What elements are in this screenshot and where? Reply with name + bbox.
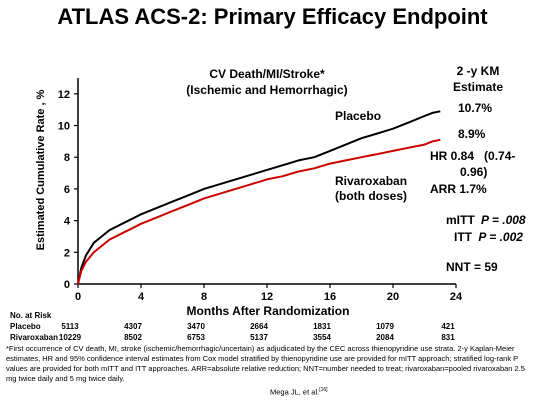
risk-cell: 2084 (376, 333, 394, 342)
risk-cell: 1079 (376, 322, 394, 331)
y-tick-label: 6 (64, 184, 70, 196)
km-header-line1: 2 -y KM (457, 64, 500, 78)
itt-p: P = .002 (478, 230, 523, 244)
x-tick-label: 4 (138, 291, 145, 303)
mitt-p: P = .008 (481, 213, 526, 227)
rivaroxaban-series-line (77, 138, 441, 285)
hazard-ratio-line1: HR 0.84 (0.74- (430, 149, 515, 163)
itt-label: ITT (454, 230, 473, 244)
risk-cell: 5113 (61, 322, 79, 331)
y-axis-label: Estimated Cumulative Rate , % (35, 89, 47, 250)
x-tick-label: 16 (324, 291, 336, 303)
risk-cell: 3554 (313, 333, 331, 342)
y-tick-label: 10 (58, 121, 70, 133)
risk-table-header: No. at Risk (10, 311, 52, 320)
itt-p-value: ITT P = .002 (454, 230, 523, 244)
x-tick-label: 0 (75, 291, 81, 303)
citation-ref: [16] (319, 387, 328, 393)
risk-cell: 8502 (124, 333, 142, 342)
placebo-series-label: Placebo (335, 109, 381, 123)
citation-text: Mega JL, et al. (270, 387, 320, 397)
rivaroxaban-series-label-line2: (both doses) (335, 189, 407, 203)
chart-subtitle-line1: CV Death/MI/Stroke* (209, 67, 325, 81)
x-tick-label: 20 (387, 291, 399, 303)
risk-row-label-rivaroxaban: Rivaroxaban (10, 333, 58, 342)
hazard-ratio-line2: 0.96) (460, 165, 487, 179)
placebo-km-estimate: 10.7% (458, 101, 492, 115)
slide-title: ATLAS ACS-2: Primary Efficacy Endpoint (57, 4, 488, 29)
x-tick-label: 8 (201, 291, 207, 303)
footnote: *First occurrence of CV death, MI, strok… (6, 344, 525, 383)
risk-row-label-placebo: Placebo (10, 322, 41, 331)
risk-table: No. at Risk Placebo Rivaroxaban 5113 4307… (10, 311, 455, 342)
risk-cell: 421 (441, 322, 455, 331)
y-tick-label: 4 (64, 216, 71, 228)
risk-cell: 3470 (187, 322, 205, 331)
y-tick-label: 12 (58, 89, 70, 101)
risk-cell: 2664 (250, 322, 268, 331)
risk-cell: 831 (441, 333, 455, 342)
citation: Mega JL, et al.[16] (270, 387, 328, 397)
nnt-value: NNT = 59 (446, 260, 498, 274)
y-tick-label: 2 (64, 247, 70, 259)
mitt-label: mITT (446, 213, 475, 227)
risk-cell: 6753 (187, 333, 205, 342)
rivaroxaban-km-estimate: 8.9% (458, 127, 486, 141)
mitt-p-value: mITT P = .008 (446, 213, 526, 227)
chart-subtitle-line2: (Ischemic and Hemorrhagic) (186, 83, 347, 97)
x-tick-label: 12 (261, 291, 273, 303)
risk-cell: 10229 (59, 333, 82, 342)
y-tick-label: 8 (64, 152, 70, 164)
rivaroxaban-series-label-line1: Rivaroxaban (335, 174, 407, 188)
y-tick-label: 0 (64, 279, 70, 291)
risk-cell: 1831 (313, 322, 331, 331)
placebo-series-line (77, 110, 441, 285)
risk-cell: 5137 (250, 333, 268, 342)
arr-value: ARR 1.7% (430, 182, 487, 196)
km-header-line2: Estimate (453, 80, 503, 94)
x-tick-label: 24 (450, 291, 463, 303)
risk-cell: 4307 (124, 322, 142, 331)
x-axis-label: Months After Randomization (187, 304, 350, 318)
